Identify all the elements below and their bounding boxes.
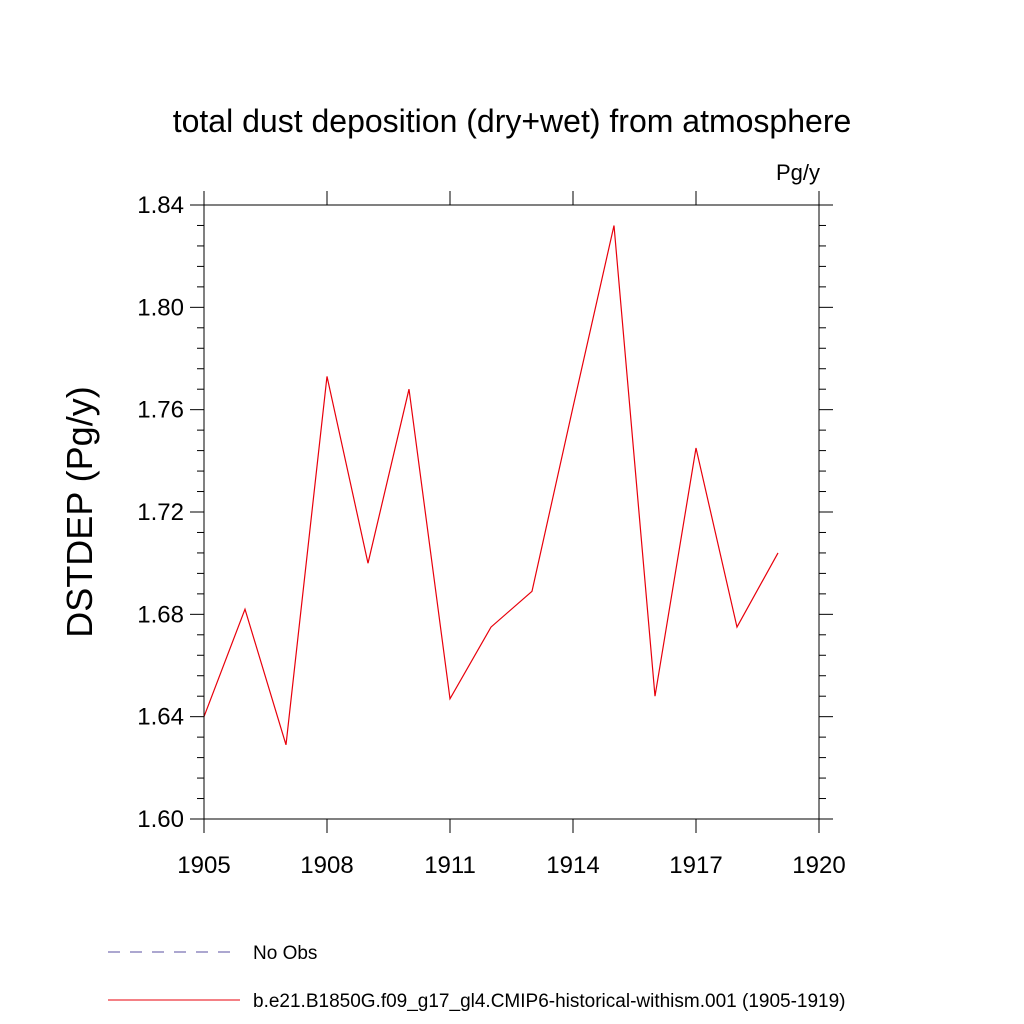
y-tick-label: 1.84 [137,192,184,219]
plot-frame [203,204,820,820]
ticks [190,191,833,833]
x-tick-label: 1917 [669,852,722,879]
units-label: Pg/y [776,160,820,185]
y-tick-label: 1.72 [137,499,184,526]
x-tick-label: 1905 [177,852,230,879]
y-tick-label: 1.64 [137,704,184,731]
legend: No Obs b.e21.B1850G.f09_g17_gl4.CMIP6-his… [108,943,846,1012]
legend-label: No Obs [253,943,317,964]
legend-label: b.e21.B1850G.f09_g17_gl4.CMIP6-historica… [253,991,846,1012]
x-tick-label: 1914 [546,852,599,879]
series-layer [203,225,779,745]
y-tick-label: 1.80 [137,294,184,321]
y-tick-label: 1.60 [137,806,184,833]
y-tick-label: 1.68 [137,601,184,628]
x-tick-label: 1920 [792,852,845,879]
chart-title: total dust deposition (dry+wet) from atm… [173,103,852,139]
tick-labels: 1.60 1.64 1.68 1.72 1.76 1.80 1.84 1905 1908 1911… [137,192,845,879]
x-tick-label: 1911 [424,852,476,879]
y-tick-label: 1.76 [137,397,184,424]
series-line [203,225,779,745]
y-axis-label: DSTDEP (Pg/y) [59,386,100,637]
x-tick-label: 1908 [300,852,353,879]
